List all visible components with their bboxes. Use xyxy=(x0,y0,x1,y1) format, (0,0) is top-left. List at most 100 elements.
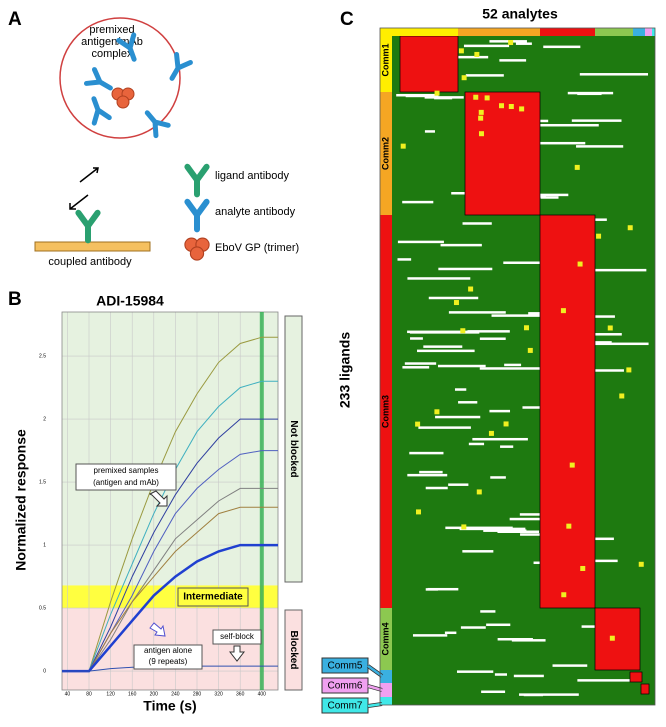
antibody-shape xyxy=(184,198,210,233)
heatmap-gap xyxy=(539,193,569,197)
annotation: antigen alone xyxy=(144,646,193,655)
heatmap-gap xyxy=(515,42,532,45)
heatmap-gap xyxy=(463,44,510,48)
heatmap-gap xyxy=(585,342,649,346)
heatmap-cell xyxy=(527,347,533,353)
heatmap-cell xyxy=(619,393,625,399)
heatmap-gap xyxy=(522,406,556,409)
heatmap-gap xyxy=(462,550,494,553)
arrow xyxy=(79,167,99,183)
zone-label: Not blocked xyxy=(288,420,299,477)
community-label: Comm6 xyxy=(327,681,362,692)
heatmap-cell xyxy=(474,51,480,57)
block-region xyxy=(594,607,641,671)
heatmap-cell xyxy=(609,635,615,641)
heatmap-gap xyxy=(481,690,506,694)
heatmap-gap xyxy=(552,664,588,667)
gp-part xyxy=(116,95,130,109)
annotation-box xyxy=(75,463,177,491)
heatmap-frame xyxy=(379,27,656,706)
x-tick-label: 360 xyxy=(236,691,245,697)
heatmap-cell xyxy=(478,131,484,137)
heatmap-gap xyxy=(444,631,457,635)
heatmap-gap xyxy=(480,610,496,613)
gp-part xyxy=(189,246,205,261)
heatmap-gap xyxy=(533,141,586,145)
series-line xyxy=(62,336,278,672)
heatmap-gap xyxy=(571,119,622,122)
block-region xyxy=(399,35,459,93)
heatmap-cell xyxy=(416,509,422,515)
antibody xyxy=(184,163,210,198)
x-tick-label: 400 xyxy=(258,691,267,697)
zone-label: Blocked xyxy=(288,631,299,670)
heatmap-gap xyxy=(577,92,602,96)
heatmap-gap xyxy=(479,337,506,340)
community-bar xyxy=(380,28,392,92)
annotation: (antigen and mAb) xyxy=(93,478,159,487)
heatmap-cell xyxy=(461,524,467,530)
community-bar xyxy=(380,670,392,683)
heatmap-gap xyxy=(404,362,437,365)
x-tick-label: 280 xyxy=(193,691,202,697)
antibody xyxy=(75,209,101,244)
community-tag xyxy=(321,657,369,674)
heatmap-cell xyxy=(488,430,494,436)
heatmap-gap xyxy=(462,222,492,225)
panel-label: C xyxy=(340,9,354,30)
heatmap-gap xyxy=(576,145,624,148)
heatmap-gap xyxy=(402,200,434,204)
heatmap-gap xyxy=(467,330,510,333)
antibody-shape xyxy=(116,32,137,62)
heatmap-gap xyxy=(435,415,481,419)
heatmap-gap xyxy=(423,345,463,348)
series-line xyxy=(62,418,278,672)
circle-label: complex xyxy=(92,48,133,60)
heatmap-gap xyxy=(489,409,511,413)
community-bar xyxy=(458,28,540,36)
community-label: Comm4 xyxy=(380,622,390,655)
antibody xyxy=(184,198,210,233)
heatmap-gap xyxy=(407,277,471,280)
community-bar xyxy=(380,92,392,215)
antibody-shape xyxy=(169,51,193,81)
complex-circle xyxy=(59,17,181,139)
zone-box xyxy=(284,609,303,691)
heatmap-gap xyxy=(418,426,471,429)
antibody xyxy=(91,96,112,126)
heatmap-gap xyxy=(407,473,448,477)
heatmap-gap xyxy=(494,673,507,676)
heatmap-cell xyxy=(577,261,583,267)
heatmap-cell xyxy=(574,164,580,170)
x-tick-label: 200 xyxy=(150,691,159,697)
y-axis-label: Normalized response xyxy=(13,429,29,571)
heatmap-cell xyxy=(468,286,474,292)
community-bar xyxy=(540,28,595,36)
heatmap-cell xyxy=(596,233,602,239)
heatmap-gap xyxy=(437,364,486,368)
heatmap-cell xyxy=(484,95,490,101)
antibody-shape xyxy=(91,96,112,126)
heatmap-gap xyxy=(456,55,489,59)
heatmap-gap xyxy=(576,537,614,541)
y-tick-label: 2.5 xyxy=(39,353,46,359)
heatmap-gap xyxy=(579,73,649,76)
community-label: Comm2 xyxy=(380,137,390,170)
zone xyxy=(62,312,278,586)
chart-title: ADI-15984 xyxy=(96,293,164,309)
heatmap-cell xyxy=(503,421,509,427)
community-bar xyxy=(595,28,633,36)
antibody-shape xyxy=(83,67,113,91)
heatmap-gap xyxy=(434,96,453,100)
annotation-box xyxy=(133,644,203,670)
heatmap-cell xyxy=(473,94,479,100)
heatmap-gap xyxy=(448,483,469,486)
heatmap-gap xyxy=(499,59,527,62)
coupled-label: coupled antibody xyxy=(48,256,132,268)
block-region xyxy=(539,214,596,609)
heatmap-cell xyxy=(400,143,406,149)
antibody-shape xyxy=(75,209,101,244)
heatmap-gap xyxy=(419,470,443,474)
heatmap-cell xyxy=(569,462,575,468)
y-tick-label: 0 xyxy=(43,668,46,674)
